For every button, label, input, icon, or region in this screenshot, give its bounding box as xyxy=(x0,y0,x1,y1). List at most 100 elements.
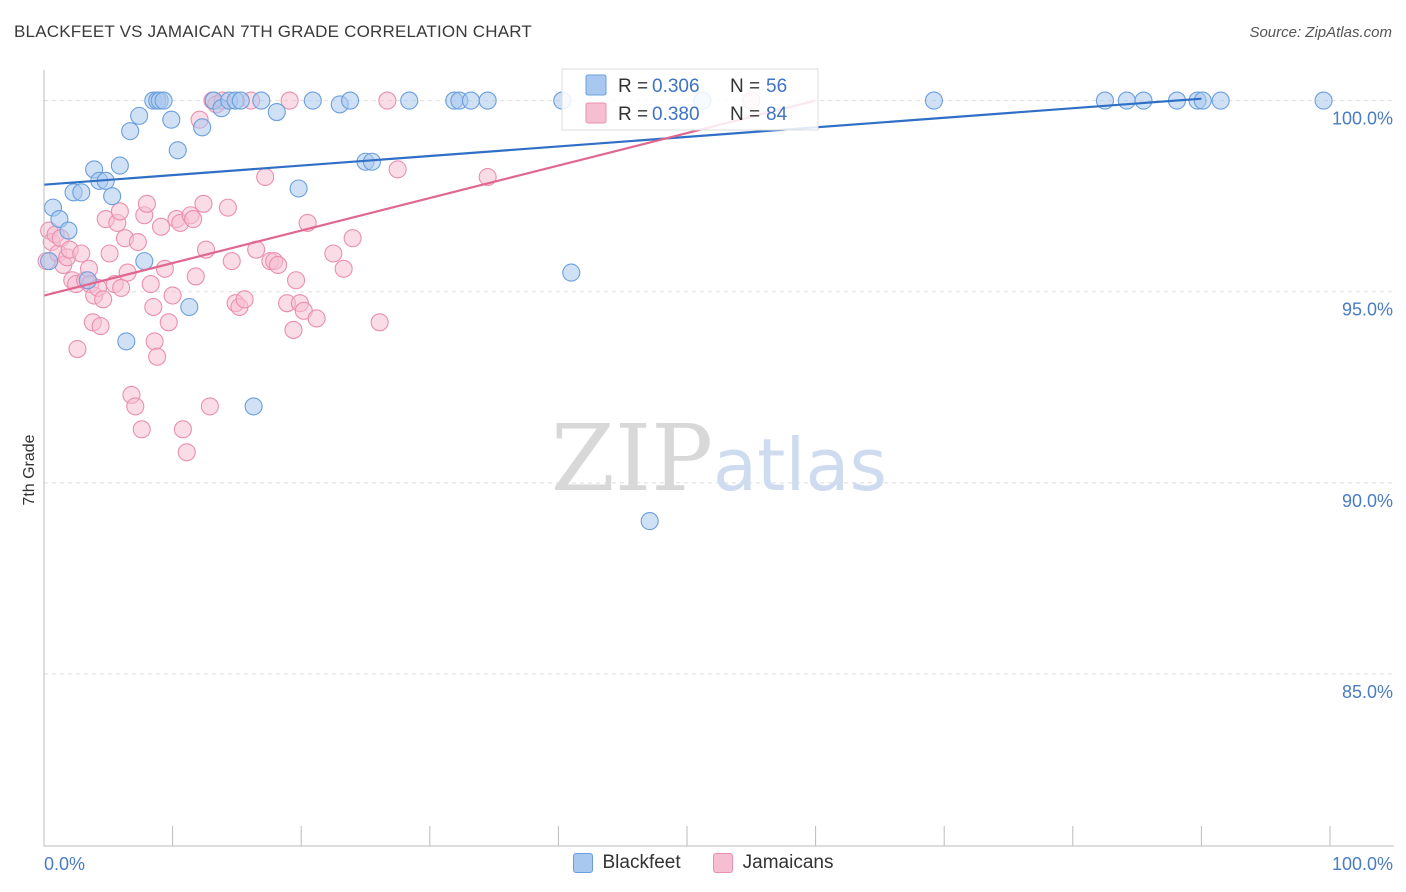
blackfeet-point-14 xyxy=(130,106,149,125)
jamaicans-point-42 xyxy=(163,286,182,305)
legend-item-jamaicans[interactable]: Jamaicans xyxy=(712,852,834,874)
jamaicans-point-37 xyxy=(145,332,164,351)
jamaicans-point-12 xyxy=(72,244,91,263)
blackfeet-point-55 xyxy=(1314,91,1333,110)
legend-n-value-blackfeet: 56 xyxy=(766,76,787,97)
jamaicans-trend-line xyxy=(43,99,816,297)
blackfeet-point-32 xyxy=(289,179,308,198)
axes xyxy=(43,70,1394,847)
gridlines xyxy=(44,100,1394,675)
jamaicans-point-35 xyxy=(141,275,160,294)
jamaicans-point-45 xyxy=(173,420,192,439)
x-tick-label-1: 100.0% xyxy=(1332,854,1393,874)
blackfeet-point-20 xyxy=(162,110,181,129)
jamaicans-point-81 xyxy=(388,160,407,179)
blackfeet-point-38 xyxy=(400,91,419,110)
source-label: Source: ZipAtlas.com xyxy=(1249,24,1392,41)
jamaicans-point-26 xyxy=(112,278,131,297)
blackfeet-point-30 xyxy=(252,91,271,110)
jamaicans-point-36 xyxy=(144,297,163,317)
blackfeet-point-23 xyxy=(193,118,212,137)
blackfeet-point-5 xyxy=(72,183,91,202)
blackfeet-point-35 xyxy=(341,91,360,110)
blackfeet-trend-line xyxy=(43,97,1202,186)
jamaicans-point-38 xyxy=(148,347,167,366)
legend-r-label-blackfeet: R = xyxy=(618,76,648,97)
jamaicans-point-48 xyxy=(184,210,203,229)
blackfeet-point-11 xyxy=(110,156,129,175)
blackfeet-point-21 xyxy=(168,141,187,160)
jamaicans-point-61 xyxy=(235,290,254,309)
blackfeet-point-31 xyxy=(267,102,286,122)
jamaicans-point-53 xyxy=(200,397,219,416)
y-axis-label: 7th Grade xyxy=(21,434,38,505)
watermark-zip: ZIP xyxy=(551,405,713,512)
y-tick-label-3: 85.0% xyxy=(1342,682,1393,702)
blackfeet-point-0 xyxy=(40,252,59,271)
correlation-legend: R = 0.306 N = 56 R = 0.380 N = 84 xyxy=(561,68,819,131)
legend-swatch-jamaicans-bottom xyxy=(712,853,733,873)
jamaicans-point-49 xyxy=(186,267,205,286)
blackfeet-point-13 xyxy=(121,122,140,141)
blackfeet-point-28 xyxy=(231,91,250,110)
legend-swatch-blackfeet-bottom xyxy=(572,853,593,873)
watermark-atlas: atlas xyxy=(713,423,887,507)
y-tick-labels: 100.0% 95.0% 90.0% 85.0% xyxy=(1332,109,1393,702)
jamaicans-point-67 xyxy=(269,255,288,275)
jamaicans-point-39 xyxy=(151,217,171,236)
blackfeet-point-29 xyxy=(244,397,263,416)
legend-n-value-jamaicans: 84 xyxy=(766,104,788,125)
jamaicans-point-32 xyxy=(132,420,151,439)
blackfeet-point-47 xyxy=(924,91,943,110)
jamaicans-point-31 xyxy=(128,232,147,252)
blackfeet-point-41 xyxy=(461,91,481,110)
legend-r-value-jamaicans: 0.380 xyxy=(652,104,700,125)
jamaicans-point-11 xyxy=(68,340,87,359)
jamaicans-point-51 xyxy=(194,194,213,213)
legend-item-blackfeet[interactable]: Blackfeet xyxy=(572,852,681,874)
blackfeet-point-54 xyxy=(1211,91,1230,110)
jamaicans-point-25 xyxy=(110,202,129,221)
series-legend: Blackfeet Jamaicans xyxy=(0,852,1406,874)
jamaicans-point-69 xyxy=(280,91,299,110)
y-tick-label-0: 100.0% xyxy=(1332,109,1393,129)
blackfeet-point-42 xyxy=(478,91,497,110)
jamaicans-point-71 xyxy=(287,271,306,290)
blackfeet-point-45 xyxy=(640,512,659,531)
blackfeet-point-10 xyxy=(103,187,122,206)
jamaicans-point-76 xyxy=(324,244,343,263)
legend-n-label-blackfeet: N = xyxy=(730,76,760,97)
blackfeet-point-50 xyxy=(1134,91,1153,110)
blackfeet-point-19 xyxy=(154,91,173,110)
blackfeet-point-44 xyxy=(562,263,581,282)
legend-n-label-jamaicans: N = xyxy=(730,104,760,125)
x-tick-labels: 0.0% 100.0% xyxy=(44,854,1393,874)
y-tick-label-2: 90.0% xyxy=(1342,491,1393,511)
jamaicans-point-77 xyxy=(334,259,353,278)
blackfeet-point-33 xyxy=(303,91,322,110)
jamaicans-point-20 xyxy=(94,290,113,309)
chart-title: BLACKFEET VS JAMAICAN 7TH GRADE CORRELAT… xyxy=(14,22,533,41)
jamaicans-points xyxy=(37,91,761,462)
jamaicans-point-58 xyxy=(222,252,241,271)
watermark: ZIP atlas xyxy=(551,405,887,512)
blackfeet-point-12 xyxy=(117,332,136,351)
legend-label-blackfeet: Blackfeet xyxy=(602,852,681,873)
x-tick-label-0: 0.0% xyxy=(44,854,85,874)
blackfeet-point-53 xyxy=(1193,91,1212,110)
legend-label-jamaicans: Jamaicans xyxy=(742,852,834,873)
jamaicans-point-19 xyxy=(91,317,110,336)
jamaicans-point-80 xyxy=(378,91,397,110)
blackfeet-point-3 xyxy=(59,221,78,240)
jamaicans-point-57 xyxy=(218,198,237,217)
y-tick-label-1: 95.0% xyxy=(1342,300,1393,320)
blackfeet-point-15 xyxy=(135,252,154,271)
jamaicans-point-41 xyxy=(159,313,178,332)
jamaicans-point-79 xyxy=(370,313,389,332)
blackfeet-point-49 xyxy=(1117,91,1136,110)
jamaicans-point-78 xyxy=(343,229,362,248)
legend-swatch-blackfeet xyxy=(585,74,607,96)
jamaicans-point-34 xyxy=(137,194,156,213)
jamaicans-point-22 xyxy=(100,244,119,263)
